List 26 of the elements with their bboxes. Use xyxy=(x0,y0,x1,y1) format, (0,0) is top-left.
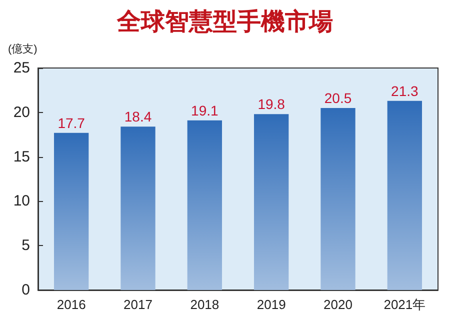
y-tick-label: 5 xyxy=(22,237,30,254)
bar xyxy=(320,108,356,290)
bar xyxy=(187,120,222,290)
bar xyxy=(120,126,156,290)
x-tick-label: 2019 xyxy=(256,297,286,312)
data-label: 21.3 xyxy=(391,82,419,99)
y-tick-label: 15 xyxy=(13,148,30,166)
x-tick-label: 2020 xyxy=(324,297,352,312)
data-label: 19.1 xyxy=(191,102,219,118)
x-tick-label: 2016 xyxy=(56,297,86,312)
data-label: 17.7 xyxy=(58,114,86,131)
bar xyxy=(54,132,89,290)
x-tick-label: 2021年 xyxy=(384,297,426,312)
chart-title: 全球智慧型手機市場 xyxy=(116,6,333,36)
y-tick-label: 0 xyxy=(22,282,30,298)
y-tick-label: 10 xyxy=(13,192,30,210)
data-label: 18.4 xyxy=(124,108,152,125)
y-axis-title: (億支) xyxy=(8,42,38,56)
bar xyxy=(387,100,422,290)
x-tick-label: 2018 xyxy=(190,297,220,312)
x-tick-label: 2017 xyxy=(124,297,152,312)
y-tick-label: 25 xyxy=(13,60,30,76)
data-label: 19.8 xyxy=(258,96,286,112)
y-tick-label: 20 xyxy=(13,104,30,121)
bar xyxy=(254,114,289,290)
data-label: 20.5 xyxy=(324,90,352,106)
